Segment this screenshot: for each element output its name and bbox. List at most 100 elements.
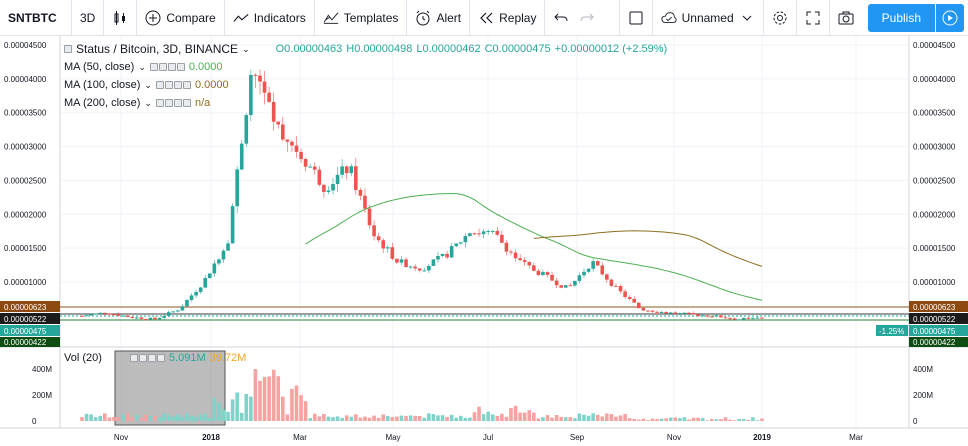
toolbar-right: Unnamed Publish — [618, 0, 968, 36]
candle-body — [760, 317, 764, 319]
symbol-label: SNTBTC — [8, 10, 57, 25]
snapshot-button[interactable] — [830, 0, 862, 36]
volume-bar — [449, 414, 454, 421]
chevron-down-icon[interactable]: ⌄ — [144, 98, 152, 108]
compare-button[interactable]: Compare — [137, 0, 225, 36]
indicator-controls-icon[interactable] — [149, 63, 185, 71]
candle-body — [618, 286, 623, 292]
time-label: Mar — [849, 433, 863, 442]
volume-bar — [646, 420, 650, 421]
symbol-search[interactable]: SNTBTC — [0, 0, 72, 36]
replay-button[interactable]: Replay — [470, 0, 546, 36]
replay-label: Replay — [499, 10, 537, 25]
volume-bar — [358, 417, 363, 421]
volume-bar — [385, 416, 390, 421]
legend-open: O0.00000463 — [275, 43, 343, 55]
symbol-collapse-icon[interactable] — [64, 45, 72, 53]
candle-body — [728, 318, 732, 320]
candle-body — [130, 317, 135, 319]
candle-body — [80, 315, 84, 317]
candle-body — [385, 247, 390, 249]
volume-bar — [490, 414, 495, 421]
vol-controls-icon[interactable] — [129, 354, 165, 362]
price-chart[interactable]: 0.00004500 0.00004500 0.00004000 0.00004000… — [0, 36, 968, 446]
volume-bar — [714, 419, 719, 421]
candle-body — [271, 101, 276, 122]
candle-body — [559, 285, 563, 288]
volume-bar — [705, 420, 710, 421]
candle-body — [230, 206, 235, 244]
candle-body — [678, 313, 682, 315]
volume-bar — [413, 415, 417, 421]
chart-style-button[interactable] — [104, 0, 138, 36]
vol-value: 5.091M — [168, 352, 206, 364]
layout-name-button[interactable]: Unnamed — [653, 0, 764, 36]
candle-body — [719, 315, 723, 318]
chart-area[interactable]: 0.00004500 0.00004500 0.00004000 0.00004000… — [0, 36, 968, 446]
candle-body — [144, 319, 148, 321]
legend-ma200-row[interactable]: MA (200, close) ⌄ n/a — [64, 94, 667, 112]
candle-body — [509, 251, 513, 253]
candle-body — [586, 268, 591, 272]
volume-bar — [568, 417, 573, 421]
chevron-down-icon[interactable]: ⌄ — [242, 44, 250, 54]
indicator-controls-icon[interactable] — [155, 81, 191, 89]
candle-body — [468, 233, 472, 236]
volume-bar — [367, 417, 372, 421]
publish-play-button[interactable] — [936, 3, 964, 32]
candle-body — [376, 236, 381, 241]
volume-bar — [331, 417, 335, 421]
volume-bar — [509, 407, 513, 421]
candle-body — [381, 240, 386, 249]
volume-bar — [527, 410, 532, 421]
volume-bar — [157, 417, 162, 421]
candle-body — [431, 259, 436, 266]
volume-bar — [312, 413, 317, 421]
indicators-button[interactable]: Indicators — [225, 0, 315, 36]
candle-body — [687, 312, 691, 314]
interval-button[interactable]: 3D — [72, 0, 105, 36]
candle-body — [477, 233, 481, 235]
publish-button[interactable]: Publish — [867, 3, 935, 32]
volume-bar — [121, 414, 125, 421]
volume-bar — [605, 413, 609, 421]
volume-bar — [207, 418, 212, 421]
gear-icon — [772, 10, 788, 26]
templates-button[interactable]: Templates — [315, 0, 408, 36]
candle-body — [134, 317, 139, 319]
volume-bar — [84, 413, 89, 421]
volume-bar — [162, 413, 166, 421]
vol-label: Vol (20) — [64, 352, 102, 364]
indicator-controls-icon[interactable] — [155, 99, 191, 107]
chevron-down-icon[interactable]: ⌄ — [144, 80, 152, 90]
candle-body — [532, 265, 536, 271]
volume-bar — [399, 415, 404, 421]
compare-label: Compare — [166, 10, 216, 25]
candle-body — [518, 258, 522, 261]
chevron-down-icon[interactable]: ⌄ — [138, 62, 146, 72]
undo-icon[interactable] — [553, 10, 569, 26]
fullscreen-toggle-box[interactable] — [618, 0, 653, 36]
candle-body — [664, 311, 668, 314]
camera-icon — [838, 10, 854, 26]
volume-bar — [276, 376, 281, 421]
volume-bar — [171, 416, 176, 421]
volume-bar — [522, 412, 527, 421]
candle-body — [112, 314, 116, 316]
settings-button[interactable] — [764, 0, 797, 36]
legend-ma100-row[interactable]: MA (100, close) ⌄ 0.0000 — [64, 76, 667, 94]
fullscreen-button[interactable] — [797, 0, 830, 36]
candle-body — [659, 311, 664, 313]
ma100-line — [533, 230, 763, 267]
alert-button[interactable]: Alert — [407, 0, 471, 36]
volume-bar — [89, 414, 93, 421]
volume-bar — [408, 415, 413, 421]
volume-bar — [303, 401, 308, 421]
candle-body — [157, 317, 162, 320]
candle-body — [349, 166, 354, 174]
volume-bar — [504, 416, 509, 421]
legend-ma50-row[interactable]: MA (50, close) ⌄ 0.0000 — [64, 58, 667, 76]
volume-bar — [513, 405, 518, 421]
redo-icon[interactable] — [579, 10, 595, 26]
volume-bar — [349, 416, 354, 421]
